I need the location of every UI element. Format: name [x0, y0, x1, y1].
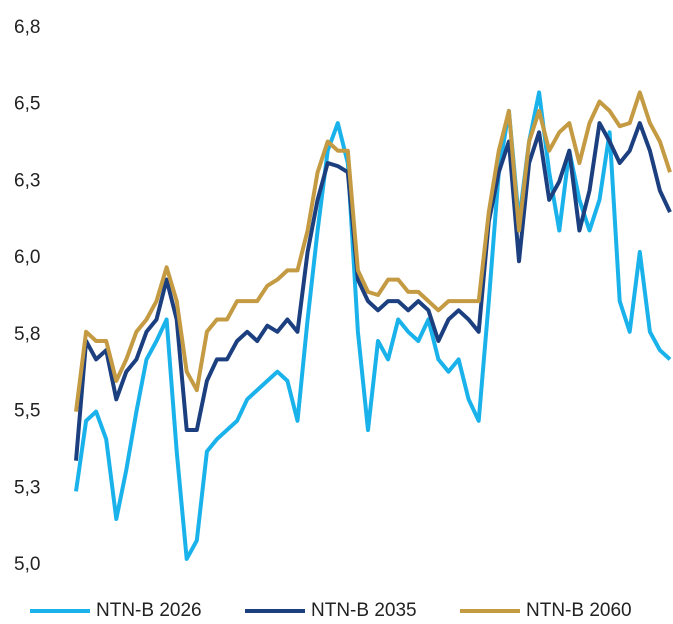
y-tick-label: 5,8: [14, 324, 40, 345]
series-line: [74, 90, 672, 412]
y-tick-label: 6,8: [14, 17, 40, 38]
y-tick-label: 5,0: [14, 554, 40, 575]
y-tick-label: 6,0: [14, 247, 40, 268]
y-tick-label: 6,3: [14, 170, 40, 191]
legend-label: NTN-B 2060: [526, 600, 632, 621]
series-line: [74, 121, 672, 461]
y-tick-label: 6,5: [14, 94, 40, 115]
y-tick-label: 5,3: [14, 477, 40, 498]
legend-label: NTN-B 2026: [96, 600, 202, 621]
legend-label: NTN-B 2035: [311, 600, 417, 621]
y-tick-label: 5,5: [14, 401, 40, 422]
